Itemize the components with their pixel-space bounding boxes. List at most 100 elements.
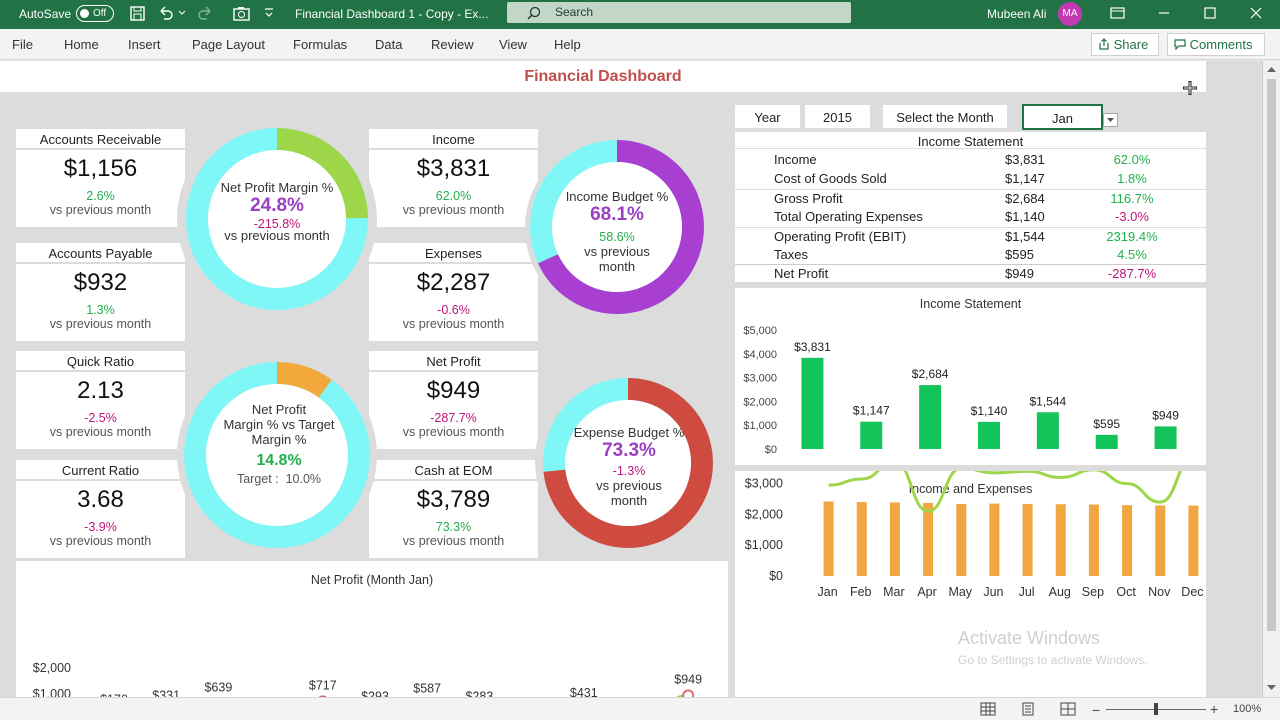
row-name: Total Operating Expenses	[774, 209, 923, 224]
tab-help[interactable]: Help	[554, 37, 581, 52]
y-tick-label: $2,000	[745, 507, 783, 521]
kpi-accounts-receivable: Accounts Receivable $1,156 2.6% vs previ…	[16, 129, 185, 227]
ribbon-display-options-icon[interactable]	[1109, 5, 1126, 21]
tab-formulas[interactable]: Formulas	[293, 37, 348, 52]
kpi-label: Accounts Payable	[16, 243, 185, 264]
x-tick-label: Jul	[1019, 585, 1035, 599]
month-selector[interactable]: Jan	[1022, 104, 1103, 130]
ring-expense-budget-fill	[543, 378, 713, 548]
autosave-toggle[interactable]: Off	[76, 5, 114, 22]
table-row: Cost of Goods Sold $1,147 1.8%	[735, 170, 1206, 189]
data-label: $1,140	[971, 404, 1008, 418]
bar	[1036, 412, 1059, 449]
year-value[interactable]: 2015	[805, 105, 870, 128]
tab-page-layout[interactable]: Page Layout	[192, 37, 266, 52]
tab-review[interactable]: Review	[431, 37, 474, 52]
target-label3: Margin %	[251, 432, 307, 447]
x-tick-label: Apr	[917, 585, 936, 599]
income-budget-sub1: vs previous	[584, 244, 650, 259]
expense-budget-change: -1.3%	[612, 464, 646, 478]
expense-budget-sub2: month	[610, 493, 648, 508]
zoom-in-icon[interactable]: +	[1210, 701, 1219, 717]
kpi-value: $3,831	[416, 155, 491, 182]
avatar[interactable]: MA	[1058, 2, 1082, 26]
scroll-up-icon[interactable]	[1266, 64, 1277, 74]
expense-budget-label: Expense Budget %	[573, 425, 685, 440]
y-tick-label: $0	[769, 569, 783, 583]
activate-windows-hint: Go to Settings to activate Windows.	[958, 653, 1148, 667]
search-box[interactable]: Search	[507, 2, 851, 23]
kpi-value: $2,287	[416, 269, 491, 296]
camera-icon[interactable]	[232, 5, 251, 22]
target-target-value: 10.0%	[285, 472, 322, 486]
table-row: Taxes $595 4.5%	[735, 246, 1206, 265]
ring-net-profit-margin	[177, 119, 377, 319]
income-statement-chart-svg: $5,000 $4,000 $3,000 $2,000 $1,000 $0 $3,831 $1…	[743, 325, 1179, 456]
kpi-expenses: Expenses $2,287 -0.6% vs previous month	[369, 243, 538, 341]
comments-button[interactable]: Comments	[1167, 33, 1265, 56]
bar	[801, 357, 824, 449]
row-name: Gross Profit	[774, 191, 843, 206]
vertical-scrollbar[interactable]	[1262, 61, 1280, 697]
tab-data[interactable]: Data	[375, 37, 403, 52]
ring-expense-budget	[535, 368, 721, 554]
tab-view[interactable]: View	[499, 37, 527, 52]
tab-insert[interactable]: Insert	[128, 37, 161, 52]
table-row: Total Operating Expenses $1,140 -3.0%	[735, 208, 1206, 227]
month-dropdown-icon[interactable]	[1103, 113, 1118, 127]
kpi-change: 1.3%	[86, 303, 115, 317]
scroll-down-icon[interactable]	[1266, 683, 1277, 693]
chart-title: Income and Expenses	[908, 482, 1033, 496]
kpi-sub: vs previous month	[402, 425, 505, 439]
kpi-quick-ratio: Quick Ratio 2.13 -2.5% vs previous month	[16, 351, 185, 449]
maximize-icon[interactable]	[1203, 6, 1217, 20]
tab-home[interactable]: Home	[64, 37, 99, 52]
row-value: $595	[1005, 247, 1034, 262]
worksheet[interactable]: Financial Dashboard Year 2015 Select the…	[0, 61, 1262, 697]
activate-windows-title: Activate Windows	[958, 628, 1101, 648]
data-label: $283	[465, 690, 493, 697]
ring-income-budget-fill	[530, 140, 704, 314]
bar	[956, 503, 967, 576]
tab-file[interactable]: File	[12, 37, 33, 52]
x-tick-label: Aug	[1049, 585, 1071, 599]
undo-dropdown-icon[interactable]	[178, 9, 186, 17]
scroll-thumb[interactable]	[1267, 79, 1276, 631]
zoom-level[interactable]: 100%	[1233, 703, 1262, 715]
autosave-label: AutoSave	[19, 7, 72, 21]
bar	[1155, 505, 1166, 576]
comment-icon	[1174, 39, 1186, 51]
normal-view-icon[interactable]	[980, 702, 996, 716]
user-name: Mubeen Ali	[987, 7, 1047, 21]
page-break-view-icon[interactable]	[1060, 702, 1076, 716]
zoom-out-icon[interactable]: −	[1092, 702, 1101, 718]
kpi-label: Cash at EOM	[369, 460, 538, 481]
undo-icon[interactable]	[157, 5, 175, 22]
kpi-sub: vs previous month	[49, 534, 152, 548]
chart-title: Income Statement	[919, 297, 1022, 311]
x-tick-label: Mar	[883, 585, 905, 599]
kpi-value: $1,156	[63, 155, 138, 182]
share-icon	[1099, 38, 1109, 50]
page-layout-view-icon[interactable]	[1020, 702, 1036, 716]
kpi-change: -0.6%	[437, 303, 470, 317]
redo-icon[interactable]	[196, 5, 214, 22]
zoom-slider-handle[interactable]	[1154, 703, 1158, 715]
kpi-sub: vs previous month	[402, 203, 505, 217]
customize-toolbar-icon[interactable]	[264, 7, 274, 19]
close-icon[interactable]	[1249, 6, 1263, 20]
kpi-value: 2.13	[77, 377, 124, 404]
row-name: Net Profit	[774, 266, 829, 281]
share-button[interactable]: Share	[1091, 33, 1159, 56]
data-label: $1,147	[853, 404, 890, 418]
x-tick-label: Jun	[983, 585, 1003, 599]
x-tick-label: Nov	[1148, 585, 1171, 599]
row-value: $2,684	[1005, 191, 1045, 206]
data-point	[318, 695, 327, 697]
bar	[978, 421, 1000, 449]
row-pct: 116.7%	[1110, 191, 1154, 206]
bar	[823, 501, 834, 576]
npm-label: Net Profit Margin %	[220, 180, 334, 195]
save-icon[interactable]	[129, 5, 146, 22]
minimize-icon[interactable]	[1157, 6, 1171, 20]
